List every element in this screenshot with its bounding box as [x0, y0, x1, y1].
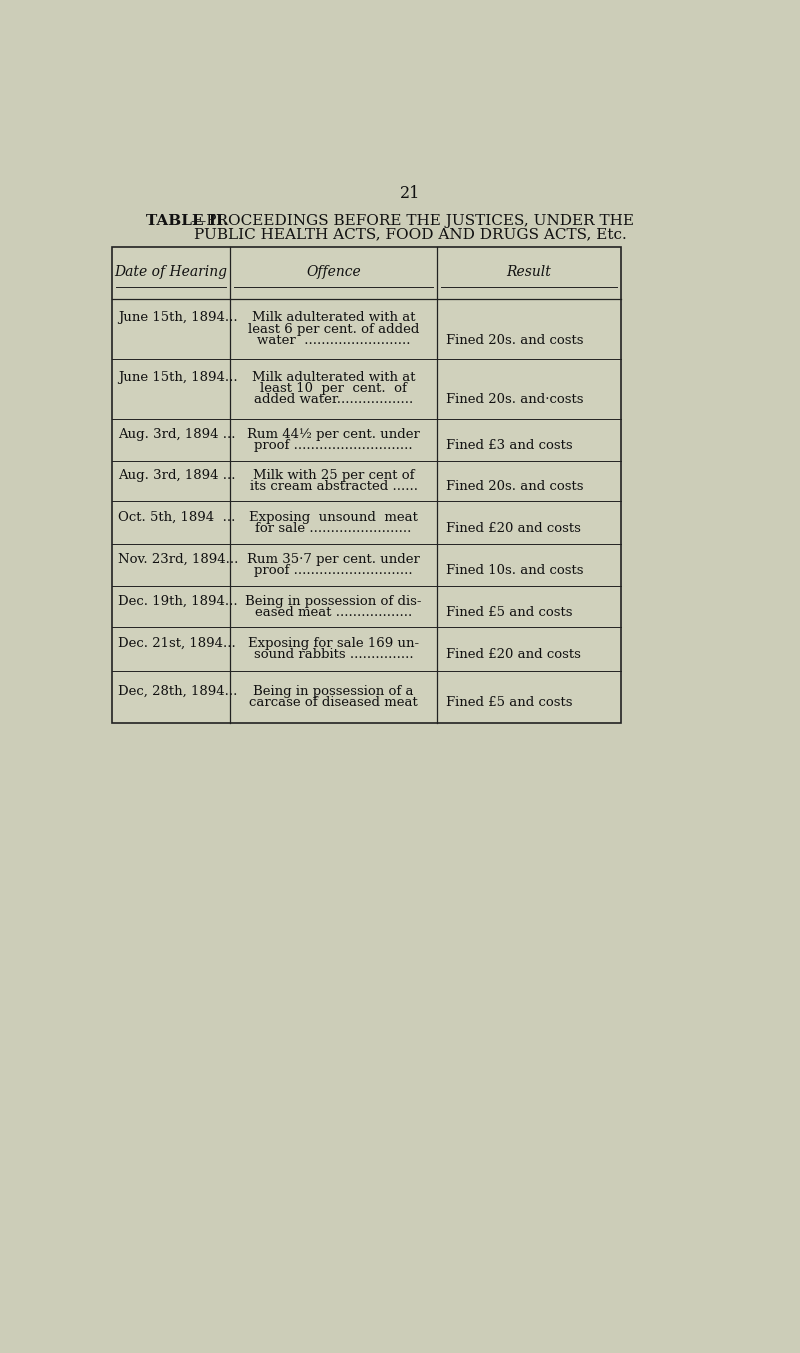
Text: Result: Result: [506, 265, 551, 279]
Text: Dec, 28th, 1894...: Dec, 28th, 1894...: [118, 685, 237, 698]
Text: Date of Hearing: Date of Hearing: [114, 265, 227, 279]
Text: for sale ........................: for sale ........................: [255, 522, 412, 534]
Text: proof ............................: proof ............................: [254, 438, 413, 452]
Text: Milk adulterated with at: Milk adulterated with at: [252, 311, 415, 325]
Text: 21: 21: [400, 184, 420, 202]
Text: Aug. 3rd, 1894 ...: Aug. 3rd, 1894 ...: [118, 428, 235, 441]
Text: sound rabbits ...............: sound rabbits ...............: [254, 648, 414, 662]
Text: added water..................: added water..................: [254, 394, 414, 406]
Text: Fined £20 and costs: Fined £20 and costs: [446, 522, 582, 534]
Bar: [112, 248, 621, 723]
Text: Exposing  unsound  meat: Exposing unsound meat: [250, 510, 418, 524]
Text: Being in possession of dis-: Being in possession of dis-: [246, 594, 422, 607]
Text: Nov. 23rd, 1894...: Nov. 23rd, 1894...: [118, 553, 238, 566]
Text: Dec. 19th, 1894...: Dec. 19th, 1894...: [118, 594, 238, 607]
Text: Fined 20s. and costs: Fined 20s. and costs: [446, 480, 584, 494]
Text: Rum 35·7 per cent. under: Rum 35·7 per cent. under: [247, 553, 420, 566]
Text: TABLE II.: TABLE II.: [146, 214, 229, 227]
Text: carcase of diseased meat: carcase of diseased meat: [250, 695, 418, 709]
Text: Oct. 5th, 1894  ...: Oct. 5th, 1894 ...: [118, 510, 235, 524]
Text: PUBLIC HEALTH ACTS, FOOD AND DRUGS ACTS, Etc.: PUBLIC HEALTH ACTS, FOOD AND DRUGS ACTS,…: [194, 227, 626, 241]
Text: Rum 44½ per cent. under: Rum 44½ per cent. under: [247, 428, 420, 441]
Text: Fined £5 and costs: Fined £5 and costs: [446, 606, 573, 618]
Text: Offence: Offence: [306, 265, 361, 279]
Text: Milk adulterated with at: Milk adulterated with at: [252, 371, 415, 384]
Text: least 10  per  cent.  of: least 10 per cent. of: [260, 383, 407, 395]
Text: Fined £5 and costs: Fined £5 and costs: [446, 695, 573, 709]
Text: Fined 20s. and costs: Fined 20s. and costs: [446, 334, 584, 346]
Text: Aug. 3rd, 1894 ...: Aug. 3rd, 1894 ...: [118, 469, 235, 482]
Text: Being in possession of a: Being in possession of a: [254, 685, 414, 698]
Text: its cream abstracted ......: its cream abstracted ......: [250, 480, 418, 494]
Text: Fined 20s. and·costs: Fined 20s. and·costs: [446, 394, 584, 406]
Text: Fined £3 and costs: Fined £3 and costs: [446, 438, 573, 452]
Text: Milk with 25 per cent of: Milk with 25 per cent of: [253, 469, 414, 482]
Text: eased meat ..................: eased meat ..................: [255, 606, 412, 618]
Text: Fined £20 and costs: Fined £20 and costs: [446, 648, 582, 662]
Text: least 6 per cent. of added: least 6 per cent. of added: [248, 322, 419, 336]
Text: June 15th, 1894...: June 15th, 1894...: [118, 371, 238, 384]
Text: Exposing for sale 169 un-: Exposing for sale 169 un-: [248, 637, 419, 649]
Text: Dec. 21st, 1894...: Dec. 21st, 1894...: [118, 637, 235, 649]
Text: Fined 10s. and costs: Fined 10s. and costs: [446, 564, 584, 578]
Text: —PROCEEDINGS BEFORE THE JUSTICES, UNDER THE: —PROCEEDINGS BEFORE THE JUSTICES, UNDER …: [191, 214, 634, 227]
Text: proof ............................: proof ............................: [254, 564, 413, 578]
Text: water  .........................: water .........................: [257, 334, 410, 346]
Text: June 15th, 1894...: June 15th, 1894...: [118, 311, 238, 325]
